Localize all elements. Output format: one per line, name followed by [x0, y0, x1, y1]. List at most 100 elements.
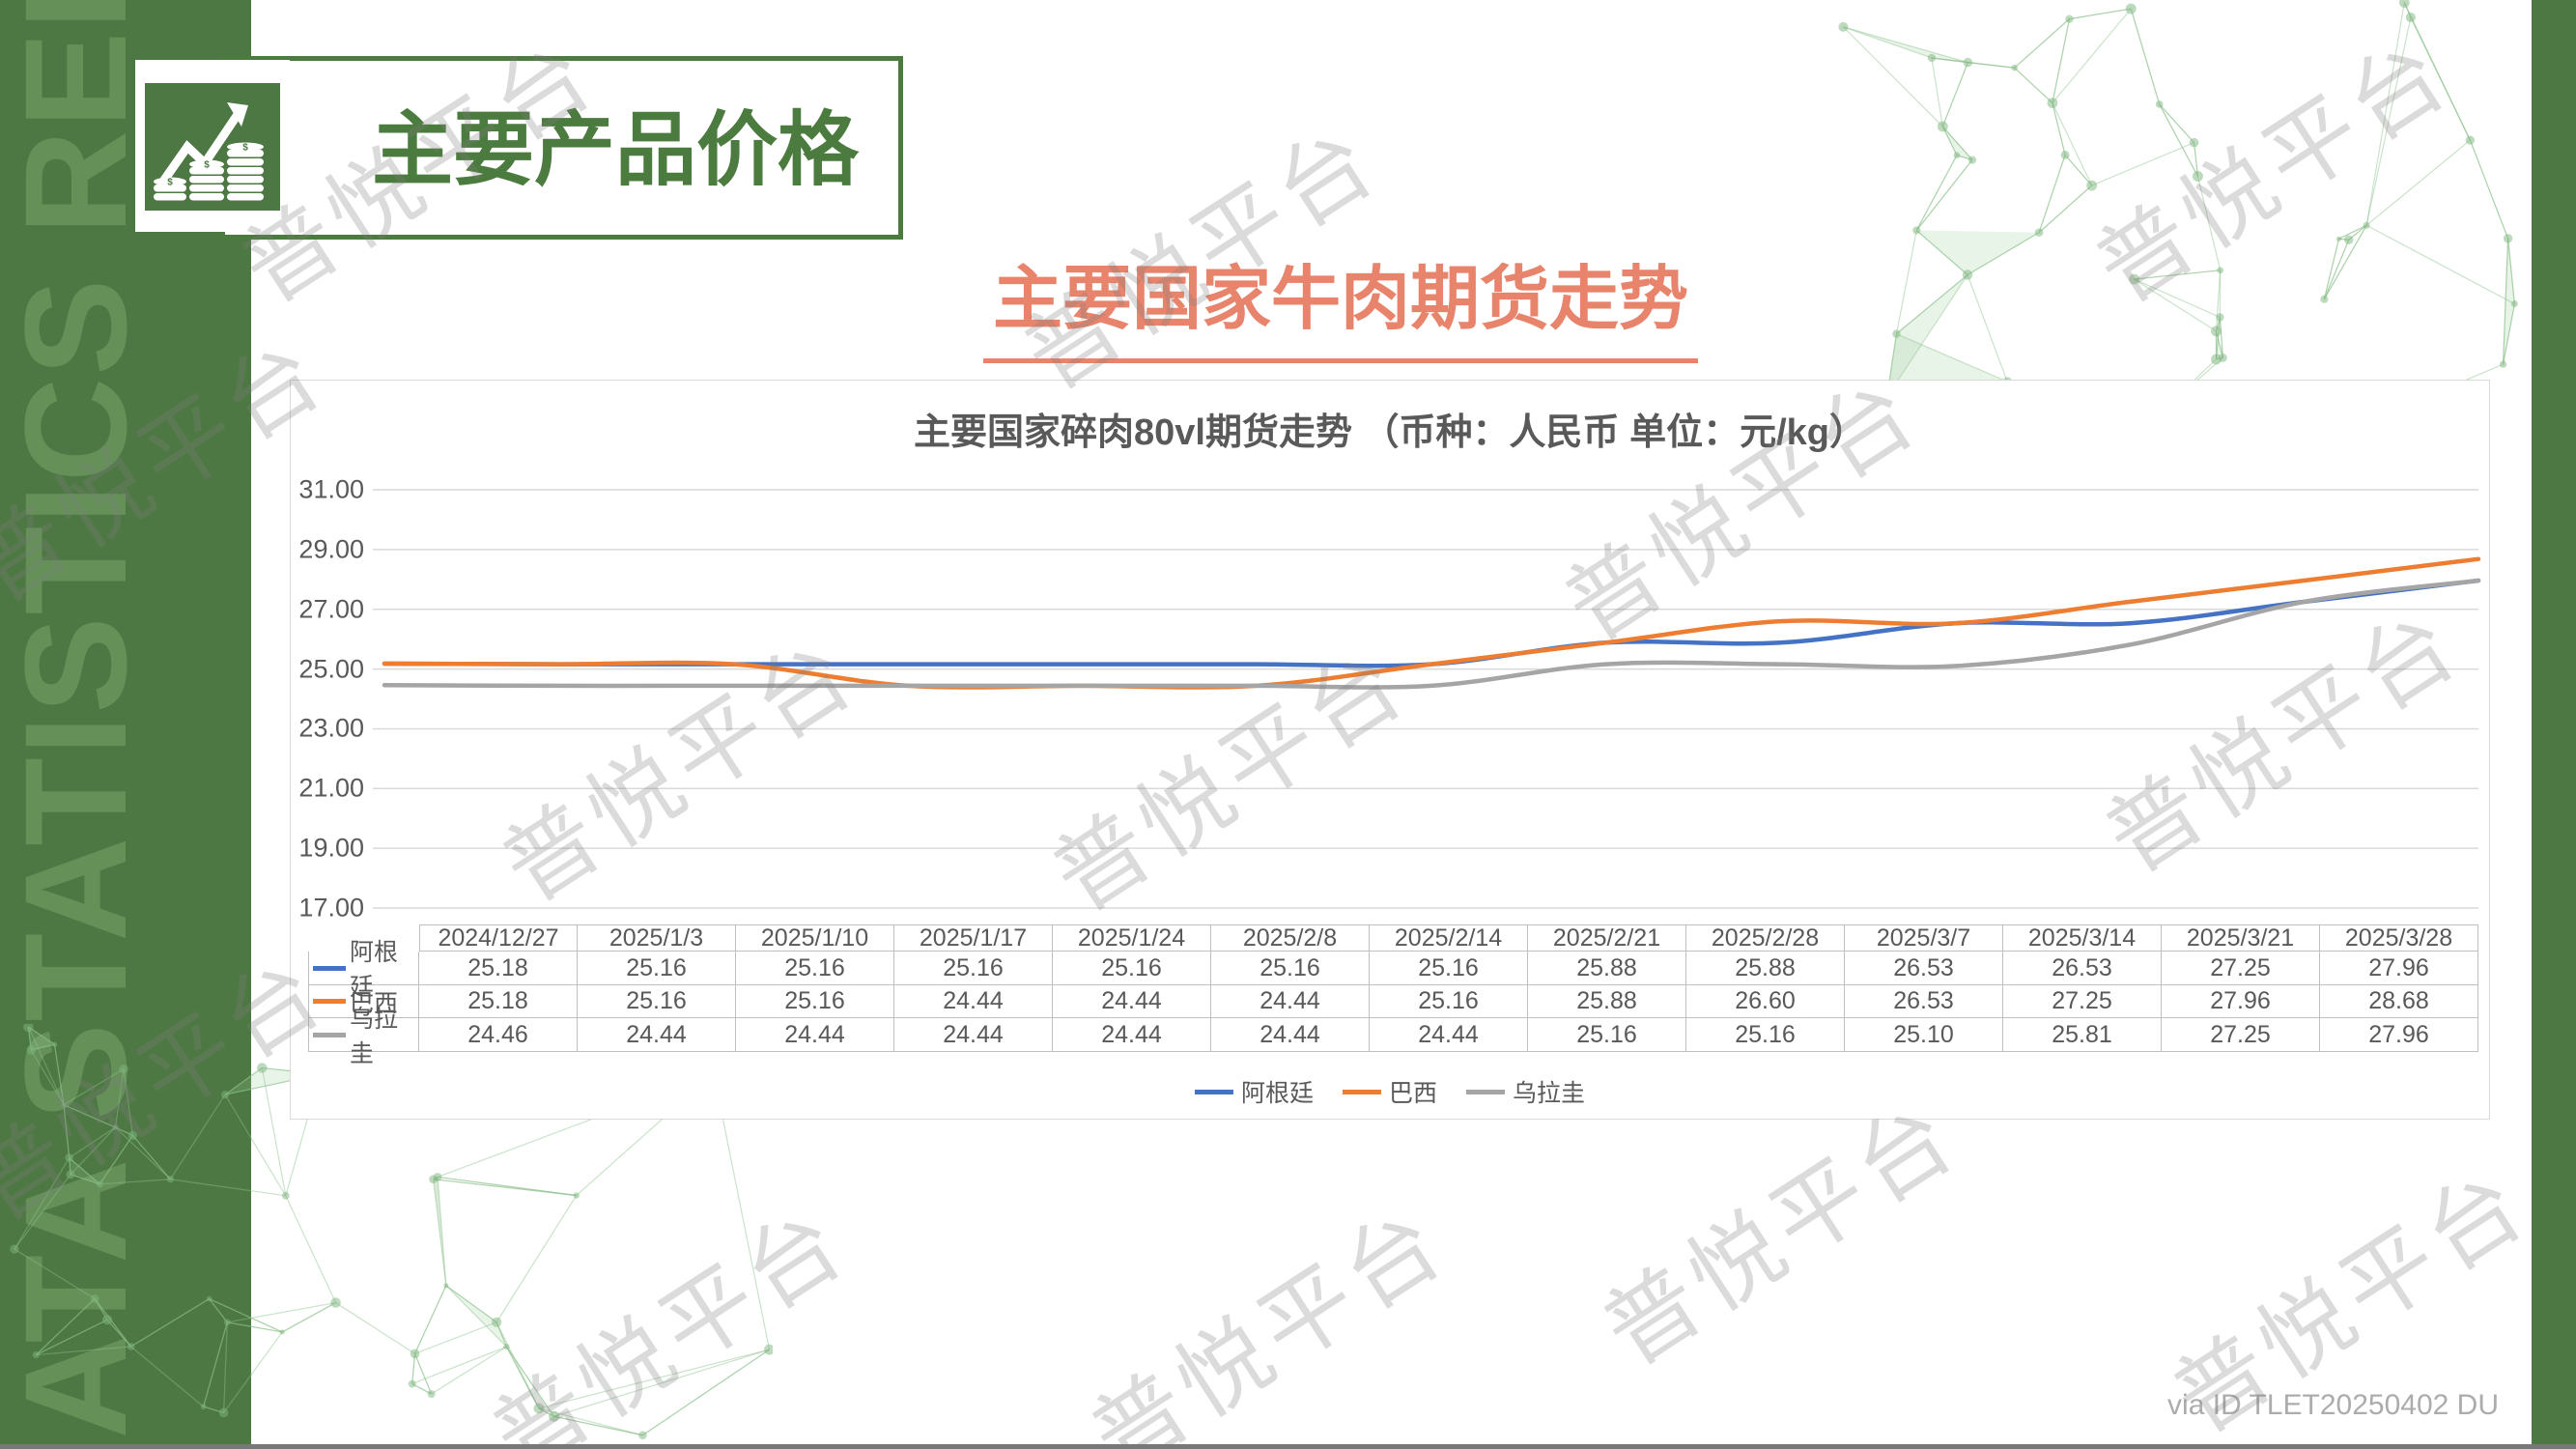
- table-date-header: 2025/2/28: [1686, 924, 1845, 952]
- table-date-header: 2025/1/10: [736, 924, 894, 952]
- table-date-header: 2025/2/8: [1211, 924, 1370, 952]
- legend-item: 阿根廷: [1194, 1074, 1314, 1109]
- table-value-cell: 24.44: [578, 1018, 736, 1052]
- table-value-cell: 25.88: [1528, 985, 1686, 1018]
- y-axis-tick-label: 29.00: [298, 534, 364, 564]
- table-row-label: 阿根廷: [308, 939, 419, 1001]
- legend-label: 巴西: [1388, 1080, 1438, 1107]
- table-date-header: 2025/1/24: [1053, 924, 1211, 952]
- table-date-header: 2025/3/14: [2003, 924, 2162, 952]
- svg-text:$: $: [204, 160, 210, 171]
- table-value-cell: 27.25: [2162, 1018, 2320, 1052]
- table-value-cell: 24.44: [1370, 1018, 1528, 1052]
- row-label-swatch: [313, 965, 346, 971]
- table-value-cell: 27.25: [2162, 952, 2320, 985]
- data-table: 2024/12/27 2025/1/3 2025/1/10 2025/1/17 2025…: [308, 924, 2478, 1067]
- table-value-cell: 24.44: [894, 985, 1053, 1018]
- network-mesh-decoration-top-right: [1838, 0, 2518, 429]
- y-axis-tick-label: 25.00: [298, 654, 364, 684]
- chart-title: 主要国家碎肉80vl期货走势 （币种：人民币 单位：元/kg）: [914, 412, 1866, 453]
- y-axis-tick-label: 31.00: [298, 474, 364, 504]
- plot-area: [373, 489, 2481, 909]
- table-value-cell: 26.53: [1845, 985, 2003, 1018]
- table-value-cell: 27.96: [2320, 1018, 2478, 1052]
- series-line-0: [382, 578, 2481, 668]
- table-date-header: 2025/3/21: [2162, 924, 2320, 952]
- table-value-cell: 26.53: [1845, 952, 2003, 985]
- table-value-cell: 28.68: [2320, 985, 2478, 1018]
- row-label-text: 乌拉圭: [350, 1006, 399, 1067]
- chart-container: 主要国家碎肉80vl期货走势 （币种：人民币 单位：元/kg） 31.00 29.…: [290, 380, 2490, 1120]
- table-date-header: 2025/3/28: [2320, 924, 2478, 952]
- table-row-label: 乌拉圭: [308, 1006, 419, 1067]
- left-sidebar: DATA STATISTICS REPORT: [0, 0, 251, 1449]
- table-value-cell: 25.88: [1528, 952, 1686, 985]
- table-date-header: 2025/1/3: [578, 924, 736, 952]
- table-value-cell: 26.60: [1686, 985, 1845, 1018]
- table-value-cell: 25.16: [1211, 952, 1370, 985]
- legend-line-swatch: [1342, 1089, 1381, 1094]
- y-axis-tick-label: 19.00: [298, 833, 364, 863]
- table-value-cell: 26.53: [2003, 952, 2162, 985]
- right-edge-bar: [2532, 0, 2576, 1449]
- table-value-cell: 24.44: [894, 1018, 1053, 1052]
- table-value-cell: 25.16: [1528, 1018, 1686, 1052]
- y-axis-tick-label: 21.00: [298, 773, 364, 803]
- section-title: 主要产品价格: [372, 104, 860, 195]
- table-value-cell: 25.16: [1686, 1018, 1845, 1052]
- legend-line-swatch: [1194, 1089, 1233, 1094]
- table-value-cell: 27.96: [2320, 952, 2478, 985]
- y-axis-tick-label: 23.00: [298, 713, 364, 743]
- chart-legend: 阿根廷 巴西 乌拉圭: [1194, 1074, 1585, 1109]
- table-value-cell: 25.81: [2003, 1018, 2162, 1052]
- legend-label: 阿根廷: [1240, 1080, 1314, 1107]
- legend-label: 乌拉圭: [1513, 1080, 1586, 1107]
- row-label-text: 阿根廷: [350, 939, 399, 1001]
- table-value-cell: 25.16: [1370, 985, 1528, 1018]
- table-date-header: 2025/1/17: [894, 924, 1053, 952]
- legend-item: 乌拉圭: [1466, 1074, 1585, 1109]
- bottom-edge-line: [0, 1444, 2576, 1449]
- y-axis-tick-label: 27.00: [298, 594, 364, 624]
- table-value-cell: 27.25: [2003, 985, 2162, 1018]
- watermark-text: 普悦平台: [2079, 19, 2470, 323]
- legend-item: 巴西: [1342, 1074, 1438, 1109]
- table-value-cell: 24.44: [736, 1018, 894, 1052]
- svg-text:$: $: [242, 143, 248, 154]
- table-value-cell: 24.44: [1211, 985, 1370, 1018]
- table-row-label: 巴西: [308, 985, 419, 1018]
- row-label-swatch: [313, 1032, 346, 1037]
- section-icon-frame: $ $ $: [135, 60, 290, 232]
- row-label-text: 巴西: [350, 989, 399, 1017]
- svg-text:$: $: [167, 178, 173, 188]
- legend-line-swatch: [1466, 1089, 1506, 1094]
- y-axis-tick-label: 17.00: [298, 893, 364, 923]
- table-value-cell: 24.44: [1053, 1018, 1211, 1052]
- coins-growth-icon: $ $ $: [145, 83, 280, 211]
- table-value-cell: 25.18: [419, 952, 578, 985]
- table-value-cell: 25.16: [736, 985, 894, 1018]
- table-value-cell: 25.16: [894, 952, 1053, 985]
- table-date-header: 2024/12/27: [419, 924, 578, 952]
- page-title: 主要国家牛肉期货走势: [983, 242, 1699, 363]
- table-value-cell: 25.16: [578, 952, 736, 985]
- table-value-cell: 25.10: [1845, 1018, 2003, 1052]
- series-line-2: [382, 578, 2481, 690]
- table-value-cell: 24.46: [419, 1018, 578, 1052]
- table-date-header: 2025/2/14: [1370, 924, 1528, 952]
- table-value-cell: 25.88: [1686, 952, 1845, 985]
- table-value-cell: 24.44: [1053, 985, 1211, 1018]
- table-value-cell: 25.16: [736, 952, 894, 985]
- table-value-cell: 24.44: [1211, 1018, 1370, 1052]
- table-value-cell: 25.16: [1370, 952, 1528, 985]
- table-value-cell: 25.16: [1053, 952, 1211, 985]
- table-date-header: 2025/2/21: [1528, 924, 1686, 952]
- table-value-cell: 25.18: [419, 985, 578, 1018]
- attribution-text: via ID TLET20250402 DU: [2167, 1389, 2499, 1421]
- watermark-text: 普悦平台: [1074, 1188, 1465, 1449]
- row-label-swatch: [313, 999, 346, 1004]
- series-line-1: [382, 556, 2481, 690]
- table-date-header: 2025/3/7: [1845, 924, 2003, 952]
- watermark-text: 普悦平台: [475, 1188, 866, 1449]
